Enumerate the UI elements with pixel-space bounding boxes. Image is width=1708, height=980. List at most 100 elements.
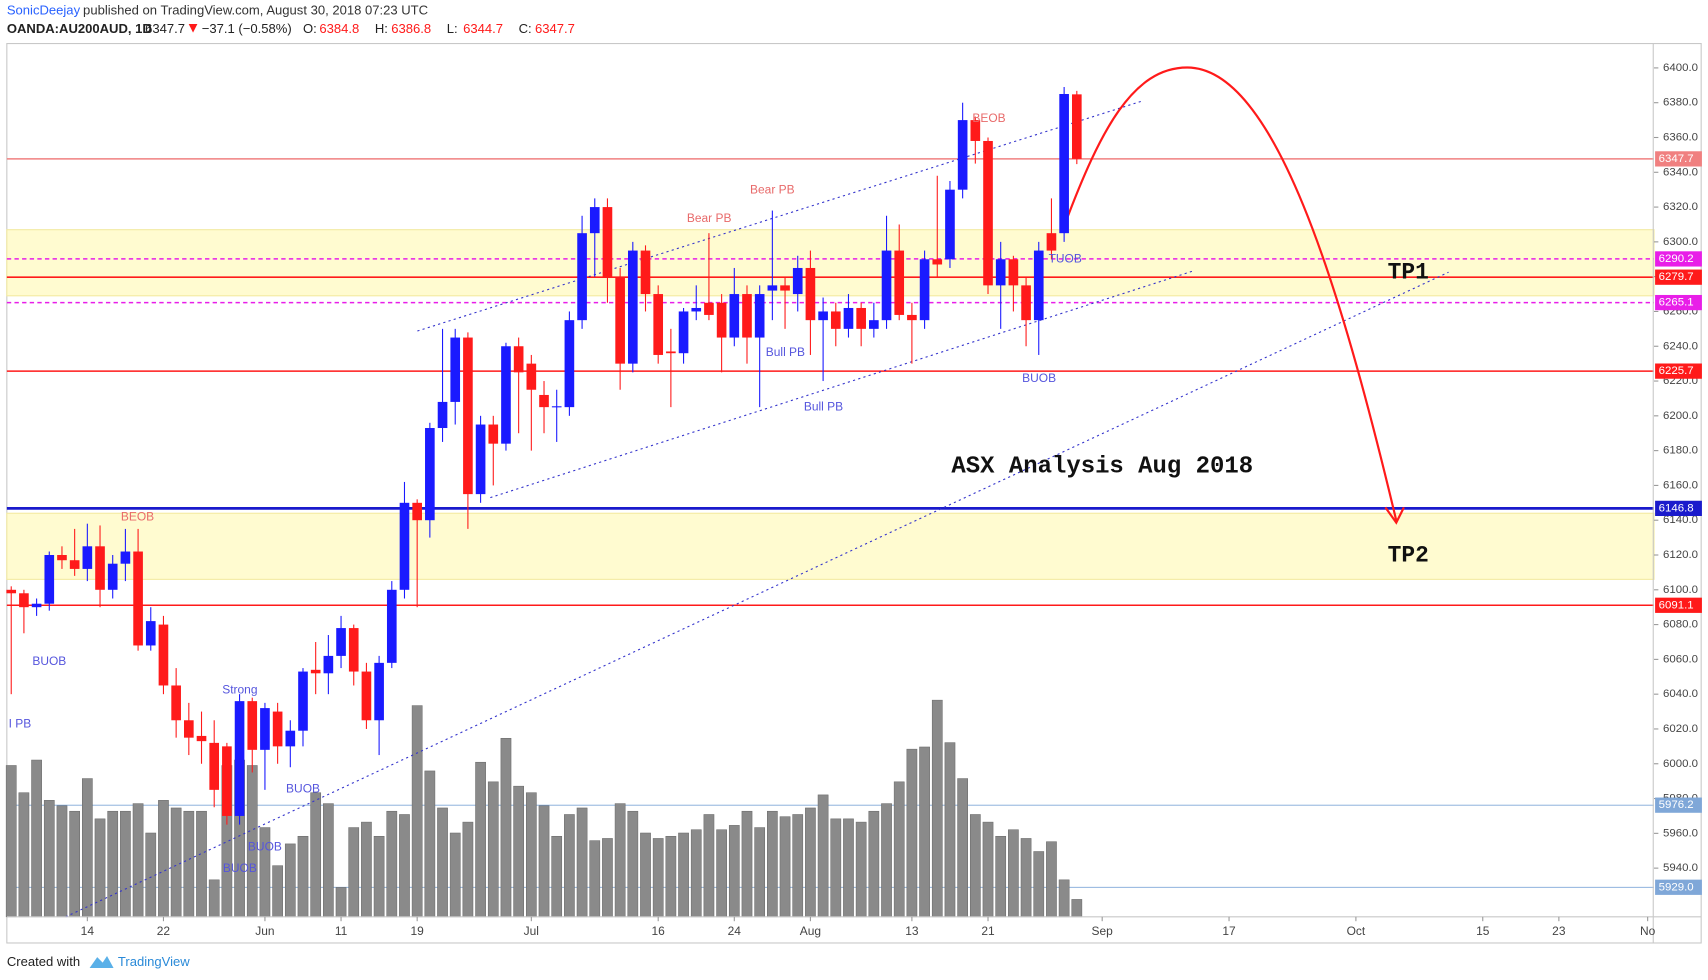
candle-body bbox=[323, 655, 334, 674]
y-tick-label: 6360.0 bbox=[1663, 132, 1698, 144]
candle-body bbox=[970, 120, 981, 141]
volume-bar bbox=[56, 805, 68, 918]
candle-body bbox=[551, 406, 562, 408]
x-tick-label: 17 bbox=[1222, 924, 1236, 938]
candle-body bbox=[666, 351, 676, 354]
quote-value: 6344.7 bbox=[463, 21, 503, 36]
volume-bar bbox=[576, 807, 588, 918]
candle-body bbox=[539, 394, 549, 408]
volume-bar bbox=[589, 840, 601, 918]
y-tick-label: 6000.0 bbox=[1663, 758, 1698, 770]
candle-body bbox=[488, 424, 499, 444]
y-tick-label: 6400.0 bbox=[1663, 62, 1698, 74]
level-label-box bbox=[1655, 597, 1702, 613]
candle-body bbox=[437, 401, 448, 429]
candle-body bbox=[145, 621, 156, 646]
volume-bar bbox=[69, 810, 81, 918]
volume-bar bbox=[728, 825, 740, 918]
y-tick-label: 5940.0 bbox=[1663, 862, 1698, 874]
x-tick-label: 21 bbox=[981, 924, 995, 938]
volume-bar bbox=[843, 818, 854, 918]
volume-bar bbox=[5, 765, 17, 918]
candle-body bbox=[716, 302, 727, 338]
annotation: BUOB bbox=[1022, 371, 1056, 385]
volume-bar bbox=[487, 781, 499, 918]
candle-body bbox=[792, 267, 803, 295]
created-with: Created with bbox=[7, 954, 80, 969]
x-tick-label: Aug bbox=[800, 924, 821, 938]
volume-bar bbox=[361, 821, 372, 918]
volume-bar bbox=[792, 814, 804, 918]
volume-bar bbox=[272, 865, 283, 918]
candle-body bbox=[196, 735, 207, 742]
candle-body bbox=[475, 424, 486, 495]
annotation: BUOB bbox=[32, 654, 66, 668]
volume-bar bbox=[31, 759, 42, 918]
candle-body bbox=[133, 551, 143, 646]
volume-bar bbox=[424, 770, 436, 918]
candle-body bbox=[640, 250, 651, 295]
candle-body bbox=[805, 267, 816, 321]
candle-body bbox=[57, 555, 67, 561]
level-label-box bbox=[1655, 500, 1702, 517]
level-label: 5929.0 bbox=[1659, 881, 1694, 893]
candle-body bbox=[615, 276, 625, 364]
candle-body bbox=[627, 250, 638, 364]
candle-body bbox=[171, 685, 181, 721]
level-label-box bbox=[1655, 294, 1702, 311]
quote-value: 6384.8 bbox=[319, 21, 359, 36]
brand[interactable]: TradingView bbox=[118, 954, 190, 969]
candle-body bbox=[983, 140, 993, 286]
quote-label: L: bbox=[447, 21, 458, 36]
y-tick-label: 6060.0 bbox=[1663, 653, 1698, 665]
zone bbox=[6, 512, 1655, 580]
x-tick-label: No bbox=[1640, 924, 1656, 938]
volume-bar bbox=[43, 800, 55, 918]
level-label-box bbox=[1655, 151, 1702, 167]
candle-body bbox=[374, 662, 384, 721]
annotation: Strong bbox=[222, 683, 257, 697]
published: published on TradingView.com, August 30,… bbox=[83, 2, 428, 17]
x-tick-label: Jul bbox=[524, 924, 539, 938]
logo bbox=[89, 956, 114, 969]
volume-bar bbox=[18, 792, 30, 918]
y-tick-label: 6020.0 bbox=[1663, 723, 1698, 735]
candle-body bbox=[260, 708, 270, 750]
quote-value: 6347.7 bbox=[535, 21, 575, 36]
volume-bar bbox=[919, 746, 930, 918]
volume-bar bbox=[969, 814, 981, 918]
candle-body bbox=[120, 551, 131, 564]
volume-bar bbox=[310, 792, 322, 918]
candle-body bbox=[298, 671, 308, 731]
candle-body bbox=[361, 671, 372, 721]
quote-label: C: bbox=[519, 21, 532, 36]
volume-bar bbox=[399, 814, 410, 918]
volume-bar bbox=[906, 748, 918, 918]
candle-body bbox=[869, 320, 879, 329]
annotation: Bear PB bbox=[750, 183, 795, 197]
candle-body bbox=[1021, 285, 1031, 321]
author[interactable]: SonicDeejay bbox=[7, 2, 81, 17]
annotation: I PB bbox=[9, 716, 32, 730]
volume-bar bbox=[525, 792, 537, 918]
candle-body bbox=[526, 363, 537, 390]
x-tick-label: 15 bbox=[1476, 924, 1490, 938]
volume-bar bbox=[982, 821, 994, 918]
level-label: 6265.1 bbox=[1659, 297, 1694, 309]
annotation: ASX Analysis Aug 2018 bbox=[951, 453, 1253, 480]
candle-body bbox=[653, 294, 664, 355]
candle-body bbox=[995, 259, 1006, 286]
volume-bar bbox=[373, 835, 385, 918]
candle-body bbox=[589, 207, 600, 234]
y-tick-label: 6140.0 bbox=[1663, 514, 1698, 526]
x-tick-label: 14 bbox=[81, 924, 95, 938]
level-label-box bbox=[1655, 797, 1702, 813]
candle-body bbox=[1008, 259, 1019, 286]
volume-bar bbox=[183, 810, 195, 918]
candle-body bbox=[577, 233, 587, 321]
volume-bar bbox=[767, 810, 778, 918]
candle-body bbox=[222, 746, 232, 816]
price: 6347.7 bbox=[145, 21, 185, 36]
volume-bar bbox=[716, 829, 727, 918]
y-tick-label: 6160.0 bbox=[1663, 479, 1698, 491]
